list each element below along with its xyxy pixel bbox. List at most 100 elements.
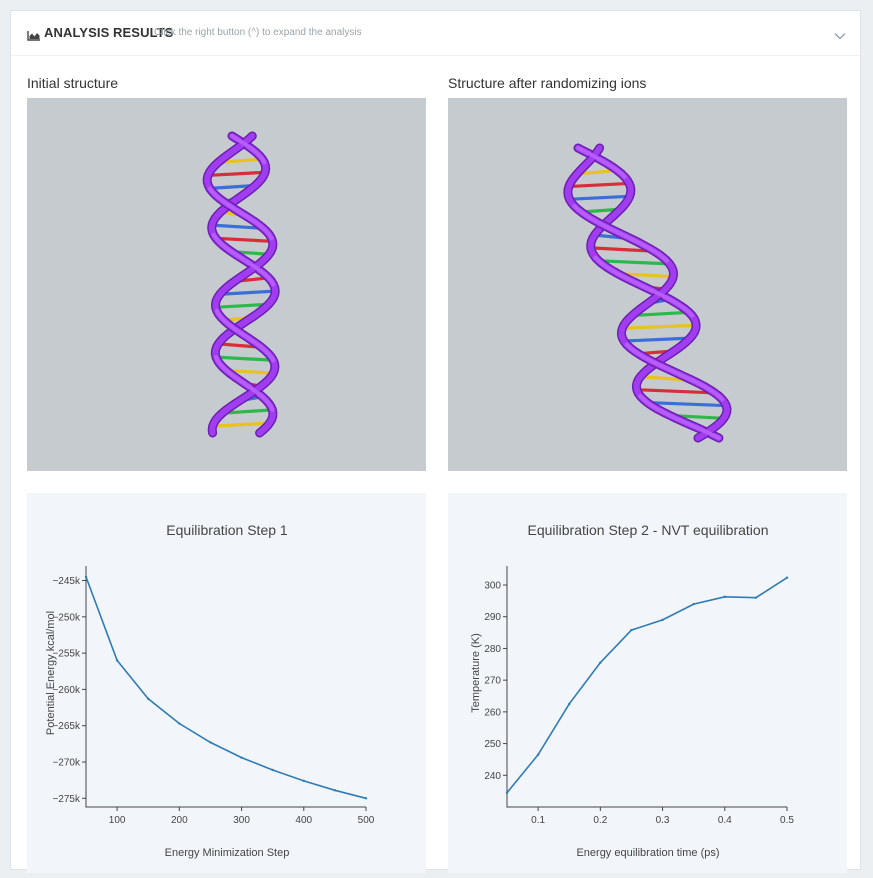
base-pair xyxy=(214,236,274,243)
y-tick-label: 250 xyxy=(484,739,501,750)
base-pair xyxy=(634,310,691,317)
x-tick-label: 200 xyxy=(171,815,188,826)
data-point xyxy=(147,697,150,701)
equilibration-step-2-chart: Equilibration Step 2 - NVT equilibration… xyxy=(448,493,847,873)
y-tick-label: 270 xyxy=(484,676,501,687)
base-pair xyxy=(220,157,264,164)
series-line xyxy=(85,576,367,800)
data-point xyxy=(599,661,602,664)
y-tick-label: 290 xyxy=(484,612,501,623)
base-pair xyxy=(620,336,692,343)
base-pair xyxy=(224,368,277,375)
base-pair xyxy=(207,170,267,177)
data-point xyxy=(115,659,119,662)
base-pair xyxy=(589,246,651,253)
y-tick-label: −265k xyxy=(52,721,81,732)
chevron-down-icon[interactable] xyxy=(834,27,846,45)
x-tick-label: 300 xyxy=(233,815,250,826)
y-tick-label: −260k xyxy=(52,685,81,696)
backbone-highlight xyxy=(208,186,274,241)
data-point xyxy=(536,753,540,756)
data-point xyxy=(568,702,571,706)
base-pair xyxy=(206,183,257,191)
x-tick-label: 400 xyxy=(295,815,312,826)
base-pair xyxy=(216,342,259,349)
randomized-structure-viewer[interactable] xyxy=(448,98,847,471)
x-tick-label: 0.2 xyxy=(593,815,607,826)
data-point xyxy=(240,756,243,759)
x-tick-label: 500 xyxy=(358,815,375,826)
backbone-highlight xyxy=(593,255,695,318)
data-point xyxy=(754,596,758,599)
y-tick-label: −270k xyxy=(52,757,81,768)
backbone-highlight xyxy=(230,134,267,165)
data-point xyxy=(333,789,337,792)
x-axis-label: Energy equilibration time (ps) xyxy=(576,847,719,859)
x-tick-label: 0.5 xyxy=(780,815,794,826)
dna-helix-image xyxy=(202,131,280,438)
backbone-ribbon-shadow xyxy=(573,143,724,443)
base-pair xyxy=(212,421,272,428)
dna-helix-image xyxy=(563,143,732,443)
y-tick-label: −255k xyxy=(52,649,81,660)
backbone-ribbon-shadow xyxy=(207,131,280,438)
y-tick-label: −250k xyxy=(52,612,81,623)
x-axis-label: Energy Minimization Step xyxy=(165,847,290,859)
data-point xyxy=(84,575,88,579)
chart-title: Equilibration Step 2 - NVT equilibration xyxy=(528,522,769,538)
x-tick-label: 0.4 xyxy=(718,815,732,826)
data-point xyxy=(209,741,212,744)
base-pair xyxy=(210,223,262,230)
base-pair xyxy=(566,194,632,201)
panel-header[interactable]: ANALYSIS RESULTS Click the right button … xyxy=(11,11,860,56)
backbone-highlight xyxy=(572,204,669,263)
data-point xyxy=(692,602,695,606)
backbone-highlight xyxy=(214,355,275,412)
data-point xyxy=(302,779,305,783)
data-point xyxy=(785,576,789,579)
base-pair xyxy=(213,302,271,309)
y-axis-label: Temperature (K) xyxy=(470,633,482,712)
base-pair xyxy=(635,388,712,395)
series-line xyxy=(506,577,788,794)
panel-title: ANALYSIS RESULTS xyxy=(44,25,174,40)
backbone-highlight xyxy=(624,342,725,402)
y-tick-label: 260 xyxy=(484,707,501,718)
base-pair xyxy=(568,181,631,189)
chart-title: Equilibration Step 1 xyxy=(166,522,288,538)
initial-structure-title: Initial structure xyxy=(27,75,119,91)
y-tick-label: 300 xyxy=(484,581,501,592)
backbone-ribbon xyxy=(204,133,278,436)
data-point xyxy=(723,595,726,598)
base-pair xyxy=(645,400,727,408)
data-point xyxy=(505,791,509,794)
data-point xyxy=(271,768,274,772)
base-pair xyxy=(221,289,277,296)
base-pair xyxy=(638,375,687,382)
y-tick-label: −245k xyxy=(52,576,81,587)
area-chart-icon xyxy=(27,28,41,46)
data-point xyxy=(364,797,368,800)
x-tick-label: 100 xyxy=(109,815,126,826)
backbone-highlight xyxy=(576,146,627,179)
data-point xyxy=(178,722,181,725)
backbone-highlight xyxy=(638,394,721,440)
x-tick-label: 0.3 xyxy=(656,815,670,826)
data-point xyxy=(661,618,664,622)
initial-structure-viewer[interactable] xyxy=(27,98,426,471)
y-tick-label: 240 xyxy=(484,771,501,782)
x-tick-label: 0.1 xyxy=(531,815,545,826)
y-tick-label: 280 xyxy=(484,644,501,655)
backbone-highlight xyxy=(211,233,276,287)
backbone-highlight xyxy=(214,308,276,363)
expand-hint: Click the right button (^) to expand the… xyxy=(154,27,362,38)
y-axis-label: Potential Energy kcal/mol xyxy=(45,611,57,735)
axis-line xyxy=(506,566,787,808)
axis-line xyxy=(85,566,366,808)
base-pair xyxy=(214,355,273,362)
analysis-results-panel: ANALYSIS RESULTS Click the right button … xyxy=(10,10,861,873)
base-pair xyxy=(597,259,669,266)
y-tick-label: −275k xyxy=(52,794,81,805)
equilibration-step-1-chart: Equilibration Step 1 Energy Minimization… xyxy=(27,493,426,873)
data-point xyxy=(630,628,633,632)
